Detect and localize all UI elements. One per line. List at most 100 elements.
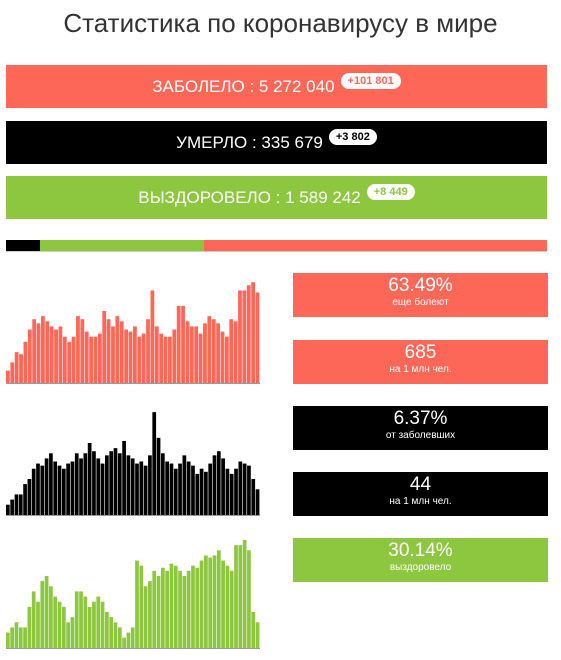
deaths-daily-bar xyxy=(221,458,225,515)
recovered-daily-bar xyxy=(92,601,96,648)
death-rate-caption: от заболевших xyxy=(385,430,456,441)
deaths-daily-bar xyxy=(92,451,96,515)
recovered-daily-bar xyxy=(105,612,109,648)
deaths-daily-bar xyxy=(169,463,174,515)
deaths-daily-bar xyxy=(53,461,58,515)
recovered-daily-bar xyxy=(212,555,217,648)
infected-daily-bar xyxy=(111,326,115,383)
infected-chart xyxy=(6,273,260,384)
infected-daily-bar xyxy=(49,326,54,383)
recovered-daily-bar xyxy=(165,570,169,648)
recovered-daily-bar xyxy=(234,545,238,648)
recovered-daily-bar xyxy=(66,622,70,648)
infected-daily-bar xyxy=(102,311,107,383)
infected-daily-bar xyxy=(14,352,19,383)
deaths-daily-bar xyxy=(61,468,66,515)
deaths-daily-bar xyxy=(23,484,27,515)
recovered-daily-bar xyxy=(182,576,187,648)
recovered-daily-bar xyxy=(199,560,204,648)
deaths-daily-bar xyxy=(27,479,32,515)
deaths-daily-bar xyxy=(117,453,122,515)
infected-daily-bar xyxy=(229,319,234,383)
deaths-daily-bar xyxy=(126,455,131,515)
deaths-daily-bar xyxy=(113,448,118,515)
deaths-delta-badge: +3 802 xyxy=(328,128,377,145)
ratio-segment-recovered xyxy=(40,240,204,251)
recovered-daily-bar xyxy=(10,627,15,648)
infected-daily-bar xyxy=(141,333,146,383)
infected-per-million-caption: на 1 млн чел. xyxy=(389,364,452,375)
infected-daily-bar xyxy=(185,321,190,383)
recovered-daily-bar xyxy=(57,601,62,648)
infected-daily-bar xyxy=(238,290,242,383)
deaths-per-million-value: 44 xyxy=(409,474,432,495)
infected-total-label: ЗАБОЛЕЛО : 5 272 040 xyxy=(152,76,335,96)
infected-daily-bar xyxy=(97,333,102,383)
infected-daily-bar xyxy=(58,326,63,383)
infected-daily-bar xyxy=(255,292,260,383)
recovered-daily-bar xyxy=(6,632,10,648)
infected-daily-bar xyxy=(27,329,32,383)
deaths-daily-bar xyxy=(195,473,200,515)
recovered-daily-bar xyxy=(148,581,152,648)
deaths-daily-bar xyxy=(191,465,195,515)
recovered-daily-bar xyxy=(83,596,88,648)
recovered-chart-svg xyxy=(6,540,260,648)
deaths-daily-bar xyxy=(70,461,75,515)
infected-daily-bar xyxy=(172,329,177,383)
recovered-daily-bar xyxy=(109,617,114,648)
deaths-daily-bar xyxy=(36,463,40,515)
infected-daily-bar xyxy=(84,331,89,383)
recovered-daily-bar xyxy=(208,557,213,648)
deaths-daily-bar xyxy=(148,455,152,515)
recovered-daily-bar xyxy=(238,545,243,648)
deaths-daily-bar xyxy=(251,479,256,515)
recovered-daily-bar xyxy=(242,540,247,648)
infected-daily-bar xyxy=(203,323,207,383)
infected-daily-bar xyxy=(246,285,251,383)
deaths-daily-bar xyxy=(238,461,243,515)
deaths-daily-bar xyxy=(182,455,187,515)
recovered-daily-bar xyxy=(152,570,157,648)
infected-daily-bar xyxy=(168,336,172,383)
recovered-daily-bar xyxy=(117,627,122,648)
deaths-daily-bar xyxy=(212,455,217,515)
recovered-percent-caption: выздоровело xyxy=(389,562,452,573)
deaths-daily-bar xyxy=(105,455,109,515)
recovered-daily-bar xyxy=(40,581,45,648)
deaths-daily-bar xyxy=(178,463,182,515)
deaths-daily-bar xyxy=(14,494,19,515)
recovered-daily-bar xyxy=(251,612,256,648)
recovered-daily-bar xyxy=(113,622,118,648)
death-rate-value: 6.37% xyxy=(393,408,448,429)
recovered-daily-bar xyxy=(135,560,139,648)
infected-daily-bar xyxy=(124,329,129,383)
deaths-daily-bar xyxy=(66,463,70,515)
deaths-daily-bar xyxy=(143,465,148,515)
infected-daily-bar xyxy=(137,336,142,383)
page-title: Статистика по коронавирусу в мире xyxy=(63,8,498,38)
infected-daily-bar xyxy=(251,282,256,383)
infected-daily-bar xyxy=(146,319,150,383)
deaths-daily-bar xyxy=(247,465,251,515)
infected-daily-bar xyxy=(106,319,111,383)
infected-daily-bar xyxy=(62,336,67,383)
deaths-daily-bar xyxy=(57,465,62,515)
deaths-daily-bar xyxy=(152,412,157,515)
recovered-daily-bar xyxy=(70,617,75,648)
deaths-daily-bar xyxy=(242,463,247,515)
deaths-daily-bar xyxy=(165,461,169,515)
deaths-daily-bar xyxy=(18,494,23,515)
infected-daily-bar xyxy=(67,341,72,383)
recovered-daily-bar xyxy=(100,601,105,648)
infected-daily-bar xyxy=(10,362,15,383)
infected-daily-bar xyxy=(242,290,247,383)
recovered-daily-bar xyxy=(31,591,36,648)
deaths-total-label: УМЕРЛО : 335 679 xyxy=(176,132,323,152)
deaths-daily-bar xyxy=(135,463,139,515)
recovered-daily-bar xyxy=(14,622,19,648)
infected-daily-bar xyxy=(6,370,10,383)
deaths-daily-bar xyxy=(87,443,92,515)
infected-daily-bar xyxy=(54,329,58,383)
deaths-daily-bar xyxy=(160,453,165,515)
